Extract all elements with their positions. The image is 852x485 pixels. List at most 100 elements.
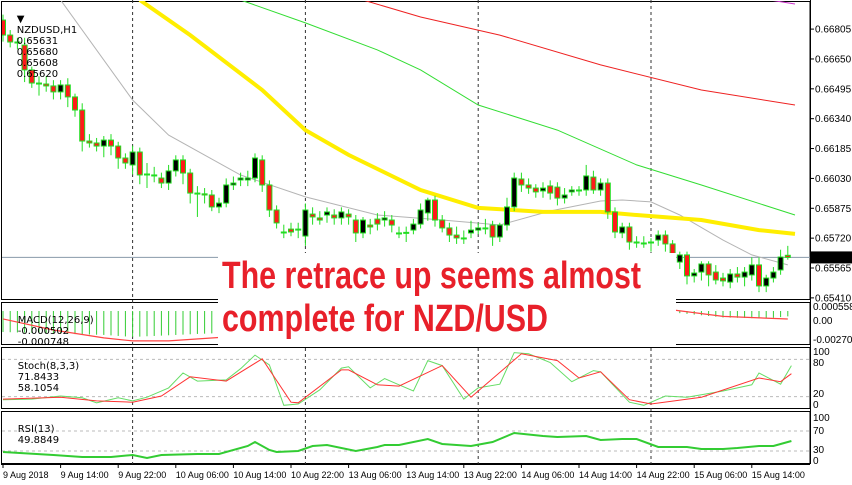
candle-body-bull	[194, 192, 201, 195]
time-tick-label: 9 Aug 14:00	[61, 470, 109, 480]
candle-body-bear	[439, 219, 446, 229]
macd-title: MACD(12,26,9)	[17, 315, 94, 326]
candle-body-bull	[633, 241, 640, 244]
candle-body-bear	[201, 193, 208, 196]
candle-body-bear	[151, 174, 158, 177]
candle-body-bull	[475, 227, 482, 231]
candle-body-bear	[345, 213, 352, 218]
stoch-tick-label: 0	[813, 400, 819, 411]
candle	[100, 136, 107, 158]
time-tick-label: 14 Aug 22:00	[637, 470, 690, 480]
low-value: 0.65608	[16, 58, 59, 69]
price-tick-label: 0.66650	[815, 54, 852, 65]
candle	[648, 238, 654, 252]
candle-body-bear	[626, 226, 633, 243]
candle	[417, 203, 424, 229]
candle-body-bear	[309, 213, 316, 218]
candle-body-bull	[417, 209, 424, 225]
candle-body-bull	[597, 182, 604, 191]
candle	[777, 249, 784, 275]
candle	[237, 172, 244, 187]
candle	[2, 14, 6, 42]
candle-body-bull	[230, 182, 237, 186]
macd-tick-label: 0.000558	[813, 302, 852, 313]
candle-body-bear	[136, 151, 143, 176]
candle-body-bear	[86, 140, 93, 144]
candle-body-bull	[561, 194, 568, 199]
menu-triangle-icon[interactable]: ▼	[16, 14, 25, 25]
candle	[93, 137, 100, 152]
candle-body-bear	[784, 254, 791, 258]
candle-body-bull	[619, 226, 626, 234]
annotation-background	[218, 253, 676, 345]
candle-body-bear	[684, 254, 690, 277]
candle	[489, 220, 496, 246]
candle-body-bear	[316, 217, 323, 221]
candle	[208, 189, 215, 212]
candle-body-bull	[381, 217, 388, 221]
candle	[439, 215, 446, 233]
stoch-main-value: 71.8433	[17, 372, 60, 383]
candle-body-bull	[504, 206, 510, 226]
candle-body-bear	[720, 277, 726, 282]
moving-average-line-ma-red	[364, 1, 796, 106]
candle-body-bull	[295, 228, 302, 231]
candle-body-bull	[129, 151, 136, 166]
candle	[72, 93, 78, 117]
candle	[345, 209, 352, 225]
candle	[396, 226, 402, 239]
candle	[756, 257, 762, 293]
candle	[720, 272, 726, 287]
candle-body-bull	[324, 211, 330, 216]
symbol-label: NZDUSD,H1	[16, 25, 78, 36]
time-tick-label: 9 Aug 2018	[3, 470, 49, 480]
price-tick-label: 0.65720	[815, 234, 852, 245]
stoch-signal-value: 58.1054	[17, 383, 60, 394]
time-tick-label: 15 Aug 14:00	[752, 470, 805, 480]
stoch-tick-label: 100	[813, 347, 830, 358]
candle-body-bull	[172, 159, 179, 172]
candle-body-bear	[259, 159, 266, 186]
candle-body-bull	[410, 223, 417, 231]
candle-body-bear	[525, 184, 532, 189]
candle-body-bull	[770, 271, 777, 279]
candle-body-bull	[691, 272, 698, 277]
candle-body-bear	[590, 176, 597, 191]
current-price-badge	[811, 251, 852, 264]
candle-body-bear	[518, 178, 525, 186]
candle	[316, 211, 323, 225]
stoch-main-line	[2, 352, 792, 406]
rsi-tick-label: 100	[813, 413, 830, 424]
candle	[763, 274, 770, 293]
candle	[432, 195, 438, 227]
candle-body-bull	[741, 271, 748, 278]
candle	[309, 207, 316, 225]
time-tick-label: 14 Aug 14:00	[579, 470, 632, 480]
candle	[684, 251, 690, 285]
candle	[223, 178, 230, 208]
candle-body-bear	[144, 173, 150, 176]
candle-body-bull	[468, 229, 474, 234]
candle-body-bull	[338, 211, 345, 219]
candle-body-bear	[756, 264, 762, 287]
candle-body-bear	[36, 82, 42, 85]
candle-body-bull	[216, 202, 222, 208]
candle	[374, 213, 381, 231]
candle-body-bear	[547, 185, 554, 194]
candle-body-bull	[583, 175, 590, 191]
candle-body-bear	[50, 85, 57, 93]
candle-body-bear	[187, 172, 194, 194]
candle-body-bull	[460, 237, 467, 240]
candle	[446, 222, 453, 243]
macd-signal-value: -0.000748	[17, 337, 70, 348]
candle	[302, 203, 309, 246]
candle-body-bull	[244, 177, 251, 181]
price-tick-label: 0.66185	[815, 144, 852, 155]
price-tick-label: 0.66340	[815, 114, 852, 125]
candle	[640, 236, 647, 248]
candle	[784, 245, 791, 260]
macd-header: MACD(12,26,9) -0.000502 -0.000748	[5, 304, 94, 359]
candle-body-bull	[360, 219, 366, 234]
